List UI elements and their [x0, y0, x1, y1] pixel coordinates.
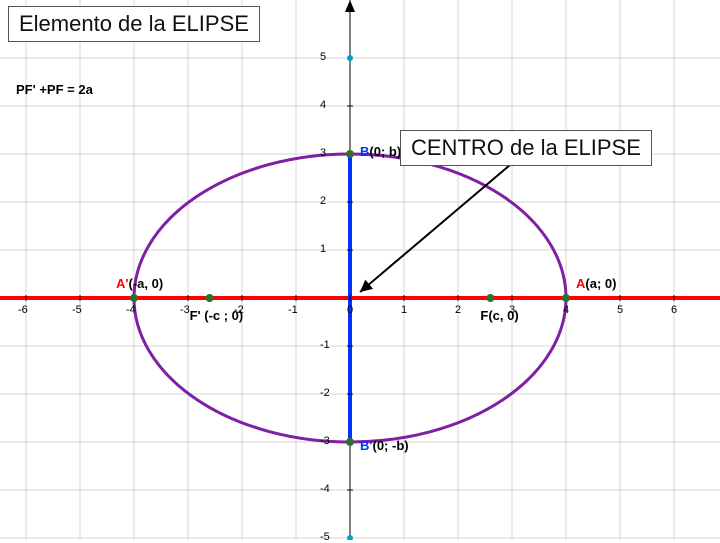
plot-svg [0, 0, 720, 540]
x-tick-label: 1 [401, 304, 407, 316]
vertex-a-prime-label: A'(-a, 0) [116, 276, 163, 291]
focus-f-prime-label: F' (-c ; 0) [190, 308, 244, 323]
vertex-a-label: A(a; 0) [576, 276, 616, 291]
y-tick-label: 2 [320, 195, 326, 207]
ellipse-diagram: Elemento de la ELIPSE CENTRO de la ELIPS… [0, 0, 720, 540]
y-tick-label: 4 [320, 99, 326, 111]
x-tick-label: -5 [72, 304, 82, 316]
vertex-b-label: B(0; b) [360, 144, 401, 159]
x-tick-label: 6 [671, 304, 677, 316]
y-tick-label: -1 [320, 339, 330, 351]
x-tick-label: 2 [455, 304, 461, 316]
x-tick-label: -6 [18, 304, 28, 316]
centro-text: CENTRO de la ELIPSE [411, 135, 641, 160]
x-tick-label: 4 [563, 304, 569, 316]
x-tick-label: 5 [617, 304, 623, 316]
y-tick-label: -3 [320, 435, 330, 447]
y-tick-label: -4 [320, 483, 330, 495]
vertex-b-prime-label: B'(0; -b) [360, 438, 409, 453]
title-text: Elemento de la ELIPSE [19, 11, 249, 36]
centro-callout-box: CENTRO de la ELIPSE [400, 130, 652, 166]
x-tick-label: 0 [347, 304, 353, 316]
title-box: Elemento de la ELIPSE [8, 6, 260, 42]
y-tick-label: -5 [320, 531, 330, 543]
focus-f-label: F(c, 0) [480, 308, 518, 323]
y-tick-label: 5 [320, 51, 326, 63]
equation-label: PF' +PF = 2a [16, 82, 93, 97]
x-tick-label: -4 [126, 304, 136, 316]
y-tick-label: -2 [320, 387, 330, 399]
x-tick-label: -3 [180, 304, 190, 316]
y-tick-label: 1 [320, 243, 326, 255]
y-tick-label: 3 [320, 147, 326, 159]
x-tick-label: -1 [288, 304, 298, 316]
